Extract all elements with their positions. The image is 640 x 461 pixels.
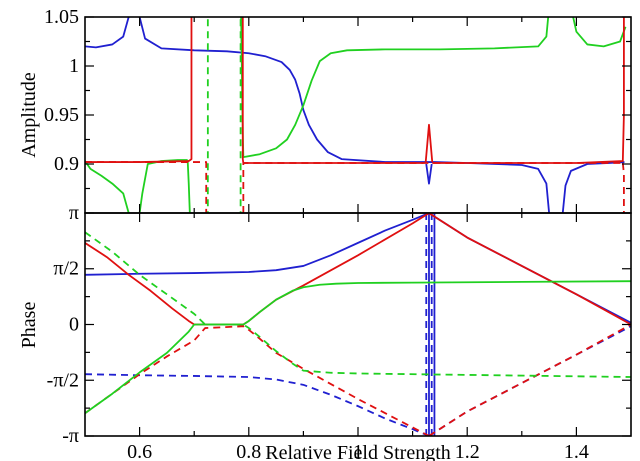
top-series-1-segment-2 bbox=[186, 160, 191, 213]
top-series-0-segment-1 bbox=[138, 17, 550, 213]
top-series-0-segment-2 bbox=[425, 163, 433, 185]
amplitude-y-ticks: 0.9 0.95 1 1.05 bbox=[44, 6, 631, 213]
amplitude-panel: 0.9 0.95 1 1.05 Amplitude bbox=[18, 6, 632, 214]
bottom-series-1-segment-1 bbox=[428, 325, 631, 436]
xtick-label-1: 0.8 bbox=[236, 441, 261, 461]
phase-panel: -π -π/2 0 π/2 π 0.6 0.8 1 1.2 1.4 Phase Relative … bbox=[18, 202, 632, 461]
top-series-0-segment-3 bbox=[561, 161, 625, 213]
bottom-series-2-segment-1 bbox=[428, 213, 631, 326]
bottom-series-0-segment-0 bbox=[85, 213, 430, 276]
top-series-2-segment-1 bbox=[241, 17, 424, 164]
top-series-2-segment-2 bbox=[424, 123, 434, 163]
bottom-series-5-segment-0 bbox=[85, 231, 631, 378]
xtick-label-4: 1.4 bbox=[564, 441, 589, 461]
x-axis-label: Relative Field Strength bbox=[265, 442, 451, 461]
phase-y-axis-label: Phase bbox=[18, 302, 40, 349]
xtick-label-3: 1.2 bbox=[455, 441, 480, 461]
top-series-0-segment-0 bbox=[85, 17, 130, 49]
top-series-3-segment-1 bbox=[242, 162, 623, 213]
top-series-1-segment-1 bbox=[138, 159, 188, 213]
top-series-3-segment-0 bbox=[85, 161, 208, 213]
bottom-series-1-segment-0 bbox=[85, 373, 430, 436]
amplitude-plot-frame bbox=[84, 16, 632, 214]
amplitude-y-axis-label: Amplitude bbox=[18, 72, 40, 158]
top-ytick-label-2: 1 bbox=[69, 55, 79, 77]
amplitude-series-group bbox=[85, 17, 627, 213]
top-ytick-label-1: 0.95 bbox=[44, 104, 79, 126]
bottom-ytick-label-0: -π bbox=[62, 425, 79, 447]
phase-plot-frame bbox=[84, 212, 632, 437]
top-series-3-segment-2 bbox=[621, 162, 625, 213]
bottom-ytick-label-4: π bbox=[69, 202, 79, 224]
phase-series-group bbox=[85, 213, 631, 436]
bottom-ytick-label-2: 0 bbox=[69, 314, 79, 336]
bottom-series-0-segment-1 bbox=[428, 213, 631, 324]
top-series-1-segment-4 bbox=[243, 17, 550, 159]
bottom-series-2-segment-0 bbox=[85, 213, 430, 326]
top-ytick-label-0: 0.9 bbox=[54, 153, 79, 175]
top-series-2-segment-3 bbox=[432, 17, 625, 164]
top-series-2-segment-0 bbox=[85, 17, 193, 163]
phase-ticks: -π -π/2 0 π/2 π 0.6 0.8 1 1.2 1.4 bbox=[47, 202, 631, 461]
bottom-series-4-segment-0 bbox=[85, 280, 631, 414]
bottom-series-3-segment-0 bbox=[85, 325, 430, 436]
bottom-series-3-segment-1 bbox=[428, 323, 631, 436]
top-series-1-segment-0 bbox=[85, 160, 130, 213]
bottom-ytick-label-3: π/2 bbox=[53, 258, 79, 280]
top-ytick-label-3: 1.05 bbox=[44, 6, 79, 28]
bottom-ytick-label-1: -π/2 bbox=[47, 369, 79, 391]
xtick-label-2: 1 bbox=[353, 441, 363, 461]
top-series-1-segment-5 bbox=[572, 17, 627, 48]
xtick-label-0: 0.6 bbox=[127, 441, 152, 461]
